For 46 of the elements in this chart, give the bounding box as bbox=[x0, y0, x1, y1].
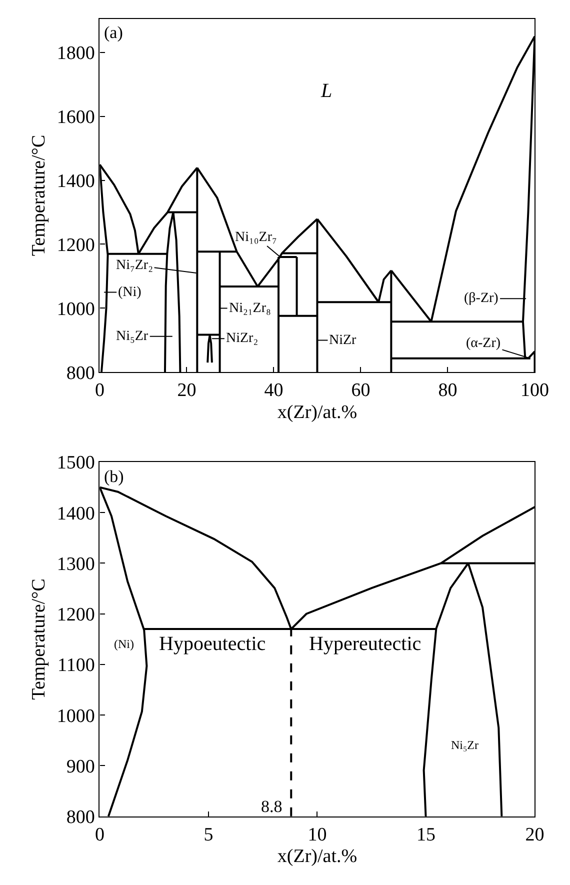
y-tick-label: 900 bbox=[66, 756, 95, 778]
x-tick-label: 0 bbox=[94, 380, 104, 402]
y-tick-label: 1400 bbox=[56, 170, 95, 192]
y-tick-label: 1300 bbox=[56, 554, 95, 575]
annotation: Hypoeutectic bbox=[159, 633, 266, 655]
y-tick-label: 1500 bbox=[56, 452, 95, 474]
annotation: Hypereutectic bbox=[309, 633, 422, 655]
x-tick-label: 100 bbox=[520, 380, 549, 402]
x-tick-label: 15 bbox=[416, 824, 436, 846]
annotation: (b) bbox=[104, 467, 124, 486]
x-axis-title: x(Zr)/at.% bbox=[277, 846, 358, 868]
annotation: Ni₅Zr bbox=[451, 738, 479, 752]
y-tick-label: 1200 bbox=[56, 234, 95, 256]
annotation: (Ni) bbox=[118, 285, 142, 300]
x-tick-label: 20 bbox=[525, 824, 544, 846]
y-tick-label: 1800 bbox=[56, 42, 95, 64]
x-tick-label: 5 bbox=[204, 824, 214, 846]
annotation: NiZr bbox=[329, 333, 357, 348]
x-tick-label: 0 bbox=[94, 824, 104, 846]
y-tick-label: 1400 bbox=[56, 503, 95, 524]
annotation: 8.8 bbox=[261, 797, 282, 816]
y-axis-title: Temperature/°C bbox=[28, 134, 50, 256]
annotation: Ni₅Zr bbox=[116, 329, 148, 344]
annotation: (α-Zr) bbox=[466, 336, 501, 351]
x-tick-label: 10 bbox=[308, 824, 327, 846]
annotation: Ni₂₁Zr₈ bbox=[229, 301, 271, 316]
y-axis-title: Temperature/°C bbox=[28, 578, 50, 700]
y-tick-label: 800 bbox=[66, 807, 95, 828]
annotation: (β-Zr) bbox=[464, 291, 499, 306]
y-tick-label: 1000 bbox=[56, 706, 95, 727]
y-tick-label: 1000 bbox=[56, 298, 95, 320]
x-tick-label: 60 bbox=[351, 380, 370, 402]
x-tick-label: 40 bbox=[264, 380, 284, 402]
annotation: NiZr₂ bbox=[226, 331, 258, 346]
annotation: (a) bbox=[104, 23, 123, 42]
x-axis-title: x(Zr)/at.% bbox=[277, 402, 358, 423]
y-tick-label: 1100 bbox=[58, 655, 95, 676]
annotation: L bbox=[320, 80, 332, 102]
x-tick-label: 80 bbox=[438, 380, 458, 402]
annotation: Ni₁₀Zr₇ bbox=[235, 230, 277, 245]
y-tick-label: 800 bbox=[66, 362, 95, 384]
annotation: (Ni) bbox=[114, 637, 134, 651]
annotation: Ni₇Zr₂ bbox=[116, 258, 154, 273]
y-tick-label: 1200 bbox=[56, 604, 95, 626]
y-tick-label: 1600 bbox=[56, 106, 95, 128]
x-tick-label: 20 bbox=[177, 380, 196, 402]
